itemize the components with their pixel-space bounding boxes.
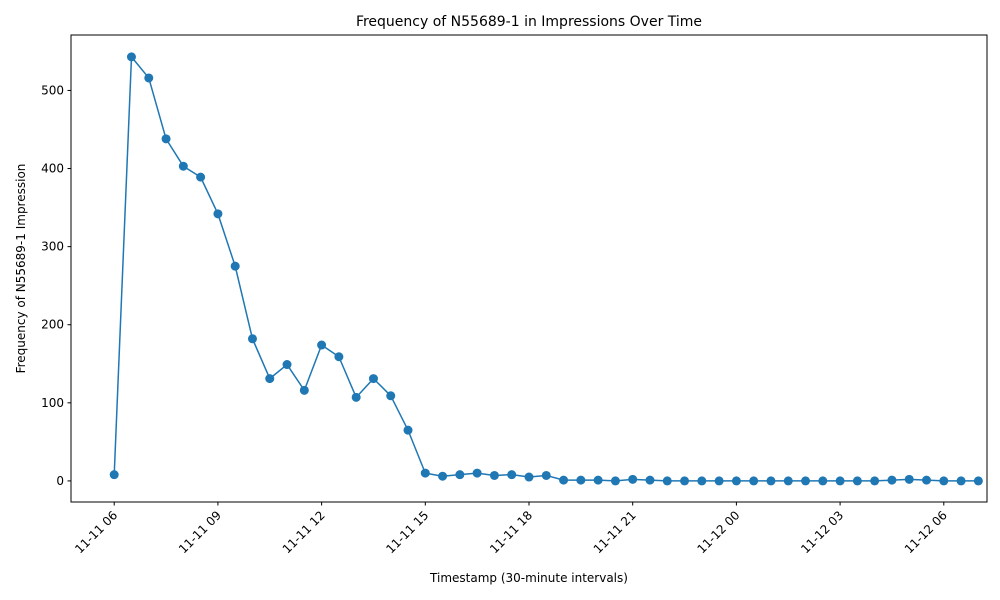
data-point	[593, 475, 603, 485]
data-point	[368, 374, 378, 384]
data-point	[265, 374, 275, 384]
data-point	[956, 476, 966, 486]
data-point	[541, 470, 551, 480]
data-point	[904, 474, 914, 484]
x-axis-label: Timestamp (30-minute intervals)	[429, 571, 628, 585]
data-point	[161, 134, 171, 144]
y-tick-label: 300	[41, 240, 64, 254]
data-point	[887, 475, 897, 485]
data-point	[196, 172, 206, 182]
y-tick-label: 0	[56, 474, 64, 488]
data-point	[420, 468, 430, 478]
data-point	[247, 334, 257, 344]
data-point	[109, 470, 119, 480]
data-point	[818, 476, 828, 486]
data-point	[144, 73, 154, 83]
data-point	[178, 161, 188, 171]
y-tick-label: 500	[41, 83, 64, 97]
data-point	[282, 360, 292, 370]
data-point	[524, 472, 534, 482]
y-tick-label: 100	[41, 396, 64, 410]
data-point	[801, 476, 811, 486]
data-point	[507, 470, 517, 480]
y-tick-label: 200	[41, 318, 64, 332]
data-point	[714, 476, 724, 486]
data-point	[403, 425, 413, 435]
data-point	[852, 476, 862, 486]
data-point	[697, 476, 707, 486]
data-point	[230, 261, 240, 271]
axes-frame	[70, 34, 988, 503]
data-point	[680, 476, 690, 486]
y-tick-label: 400	[41, 162, 64, 176]
y-axis-label: Frequency of N55689-1 Impression	[14, 164, 28, 374]
data-point	[973, 476, 983, 486]
data-point	[489, 470, 499, 480]
data-point	[299, 385, 309, 395]
data-point	[455, 470, 465, 480]
data-point	[351, 392, 361, 402]
data-point	[472, 468, 482, 478]
chart-title: Frequency of N55689-1 in Impressions Ove…	[356, 14, 702, 30]
data-point	[317, 340, 327, 350]
data-point	[576, 475, 586, 485]
plot-area	[109, 52, 983, 486]
data-point	[438, 471, 448, 481]
data-point	[628, 474, 638, 484]
data-point	[334, 352, 344, 362]
y-axis-ticks: 0 100 200 300 400 500	[41, 83, 71, 488]
data-point	[213, 209, 223, 219]
data-point	[610, 476, 620, 486]
data-point	[731, 476, 741, 486]
data-point	[766, 476, 776, 486]
data-point	[749, 476, 759, 486]
data-point	[662, 476, 672, 486]
data-point	[645, 475, 655, 485]
data-point	[835, 476, 845, 486]
data-point	[922, 475, 932, 485]
data-point	[559, 475, 569, 485]
data-point	[870, 476, 880, 486]
data-point	[126, 52, 136, 62]
data-point	[939, 476, 949, 486]
data-point	[783, 476, 793, 486]
data-point	[386, 391, 396, 401]
